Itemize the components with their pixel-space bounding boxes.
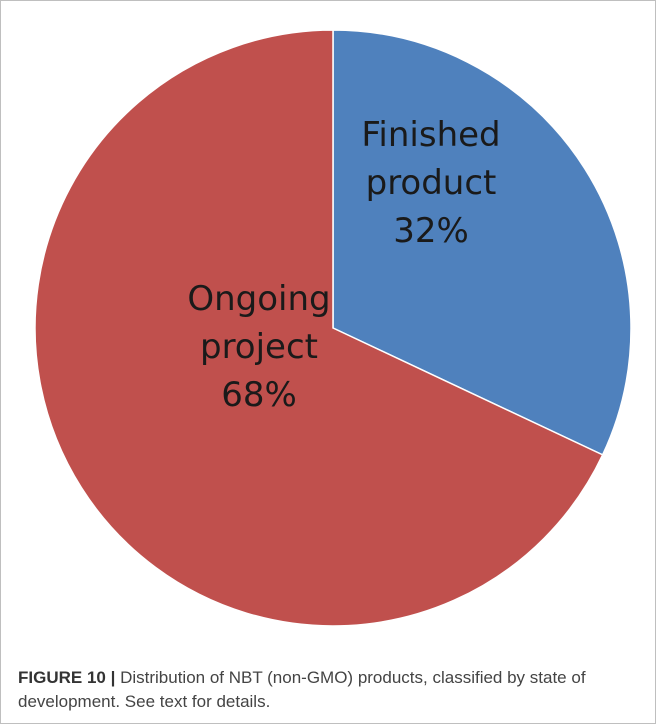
caption-text: Distribution of NBT (non-GMO) products, … [18,668,586,711]
pie-slice-finished-product [332,29,632,456]
slice-label-ongoing-project: Ongoing project 68% [187,279,330,415]
slice-label-line: 32% [393,211,469,251]
caption-label: FIGURE 10 | [18,668,116,687]
figure-caption: FIGURE 10 | Distribution of NBT (non-GMO… [18,666,644,714]
pie-slice-ongoing-project [34,29,604,627]
slice-label-line: 68% [221,375,297,415]
pie-chart: Finished product 32% Ongoing project 68% [34,29,632,627]
slice-label-line: project [200,327,318,367]
slice-label-finished-product: Finished product 32% [361,115,500,251]
slice-label-line: Finished [361,115,500,155]
slice-label-line: product [366,163,497,203]
slice-label-line: Ongoing [187,279,330,319]
